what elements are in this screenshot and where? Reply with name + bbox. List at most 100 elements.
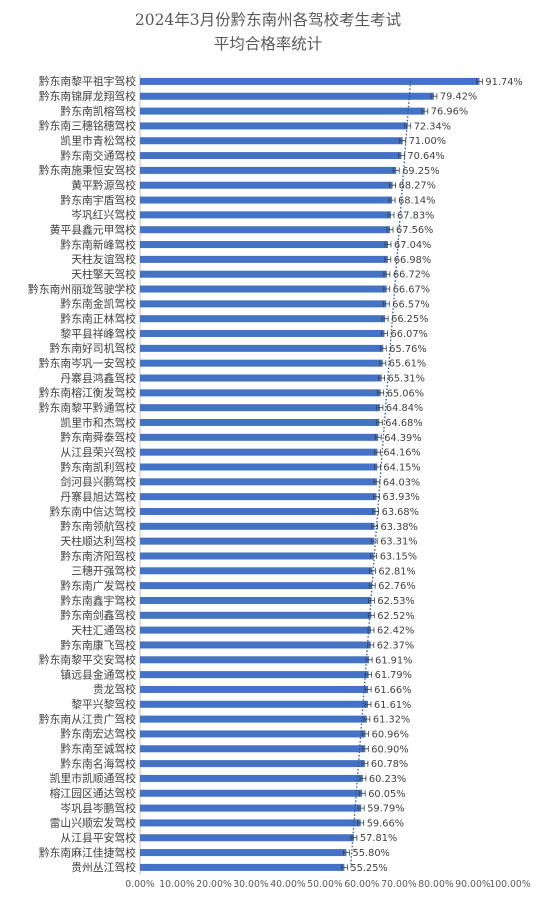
category-label: 凯里市和杰驾校 <box>60 415 136 429</box>
value-label: 62.81% <box>378 566 415 577</box>
value-label: 59.66% <box>367 818 404 829</box>
category-label: 雷山兴顺宏发驾校 <box>50 816 137 830</box>
error-bar <box>357 805 365 812</box>
bar <box>140 552 374 560</box>
category-label: 黔东南麻江佳捷驾校 <box>39 845 136 859</box>
category-label: 黔东南康飞驾校 <box>60 638 136 652</box>
bar <box>140 107 425 115</box>
value-label: 76.96% <box>431 107 468 118</box>
bar <box>140 285 387 293</box>
x-tick-label: 30.00% <box>233 879 269 890</box>
error-bar <box>392 167 400 174</box>
value-label: 66.57% <box>392 299 429 310</box>
category-label: 贵州丛江驾校 <box>71 860 136 874</box>
bar <box>140 789 363 797</box>
value-label: 69.25% <box>402 166 439 177</box>
value-label: 66.07% <box>391 329 428 340</box>
category-label: 天柱顺达利驾校 <box>60 534 136 548</box>
x-tick-label: 80.00% <box>418 879 454 890</box>
category-label: 黔东南凯利驾校 <box>60 460 136 474</box>
value-label: 62.76% <box>378 581 415 592</box>
category-label: 黔东南州丽珑驾驶学校 <box>28 282 136 296</box>
bar <box>140 804 362 812</box>
error-bar <box>370 538 378 545</box>
x-tick-label: 20.00% <box>196 879 232 890</box>
error-bar <box>388 197 396 204</box>
x-tick-label: 0.00% <box>125 879 155 890</box>
error-bar <box>421 108 429 115</box>
value-label: 91.74% <box>485 77 522 88</box>
error-bar <box>381 315 389 322</box>
category-label: 榕江园区通达驾校 <box>50 786 137 800</box>
error-bar <box>362 730 369 737</box>
category-label: 黔东南黎平祖宇驾校 <box>39 74 136 88</box>
value-label: 63.68% <box>382 507 419 518</box>
bar <box>140 685 369 693</box>
value-label: 65.76% <box>389 344 426 355</box>
error-bar <box>378 375 385 381</box>
category-label: 丹寨县鸿鑫驾校 <box>60 371 136 385</box>
bar <box>140 270 387 278</box>
bar <box>140 493 377 501</box>
bar <box>140 344 384 352</box>
error-bar <box>430 93 438 100</box>
value-label: 60.05% <box>368 789 405 800</box>
error-bar <box>358 790 366 797</box>
bar <box>140 863 345 871</box>
bar <box>140 404 380 412</box>
chart-title-line-1: 2024年3月份黔东南州各驾校考生考试 <box>134 11 402 29</box>
category-label: 黄平黔源驾校 <box>71 178 136 192</box>
bar <box>140 330 385 338</box>
value-label: 61.32% <box>373 715 410 726</box>
bar <box>140 448 378 456</box>
category-label: 黔东南榕江衡发驾校 <box>39 386 136 400</box>
category-label: 黔东南黎平黔通驾校 <box>39 401 136 415</box>
bar <box>140 715 367 723</box>
category-label: 黔东南锦屏龙翔驾校 <box>39 89 136 103</box>
error-bar <box>367 612 375 619</box>
value-label: 55.25% <box>350 863 387 874</box>
error-bar <box>359 775 367 782</box>
category-label: 黔东南金凯驾校 <box>60 297 136 311</box>
category-label: 黔东南广发驾校 <box>60 578 136 592</box>
bar <box>140 611 372 619</box>
x-tick-label: 70.00% <box>381 879 417 890</box>
bar <box>140 582 373 590</box>
category-label: 黔东南至诚驾校 <box>60 742 136 756</box>
x-tick-label: 60.00% <box>344 879 380 890</box>
error-bar <box>476 78 483 85</box>
bar <box>140 300 387 308</box>
error-bar <box>369 567 376 574</box>
value-label: 65.61% <box>389 359 426 370</box>
value-label: 71.00% <box>409 136 446 147</box>
x-tick-label: 10.00% <box>159 879 195 890</box>
error-bar <box>361 760 369 767</box>
value-label: 68.14% <box>398 196 435 207</box>
error-bar <box>379 345 387 352</box>
value-label: 67.56% <box>396 225 433 236</box>
category-label: 天柱擎天驾校 <box>71 267 136 281</box>
error-bar <box>389 182 396 189</box>
bar <box>140 522 375 530</box>
category-label: 黔东南岑巩一安驾校 <box>39 356 136 370</box>
category-label: 黔东南宇盾驾校 <box>60 193 136 207</box>
category-label: 剑河县兴鹏驾校 <box>60 475 136 489</box>
error-bar <box>363 716 371 723</box>
bar <box>140 226 390 234</box>
value-label: 64.84% <box>386 403 423 414</box>
value-label: 64.03% <box>383 477 420 488</box>
error-bar <box>371 523 378 530</box>
error-bar <box>381 330 388 337</box>
bar <box>140 241 389 249</box>
value-label: 61.66% <box>374 685 411 696</box>
bar <box>140 166 397 174</box>
category-label: 黔东南三穗铭穗驾校 <box>39 119 136 133</box>
x-tick-label: 40.00% <box>270 879 306 890</box>
category-label: 黔东南正林驾校 <box>60 312 136 326</box>
category-label: 黎平兴黎驾校 <box>71 697 136 711</box>
error-bar <box>341 864 348 871</box>
bar <box>140 389 381 397</box>
error-bar <box>379 360 387 367</box>
error-bar <box>386 226 394 233</box>
